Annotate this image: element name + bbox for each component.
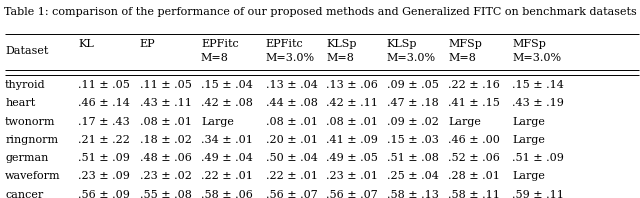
Text: .17 ± .43: .17 ± .43 (78, 117, 130, 127)
Text: EPFitc: EPFitc (266, 39, 303, 49)
Text: Table 1: comparison of the performance of our proposed methods and Generalized F: Table 1: comparison of the performance o… (4, 7, 636, 17)
Text: .08 ± .01: .08 ± .01 (326, 117, 378, 127)
Text: .21 ± .22: .21 ± .22 (78, 135, 130, 145)
Text: .42 ± .11: .42 ± .11 (326, 98, 378, 109)
Text: .51 ± .08: .51 ± .08 (387, 153, 438, 163)
Text: .23 ± .01: .23 ± .01 (326, 171, 378, 181)
Text: .47 ± .18: .47 ± .18 (387, 98, 438, 109)
Text: Large: Large (201, 117, 234, 127)
Text: .43 ± .11: .43 ± .11 (140, 98, 191, 109)
Text: .08 ± .01: .08 ± .01 (266, 117, 317, 127)
Text: M=8: M=8 (448, 53, 476, 63)
Text: .56 ± .07: .56 ± .07 (266, 189, 317, 198)
Text: KL: KL (78, 39, 94, 49)
Text: .48 ± .06: .48 ± .06 (140, 153, 191, 163)
Text: .58 ± .13: .58 ± .13 (387, 189, 438, 198)
Text: .56 ± .07: .56 ± .07 (326, 189, 378, 198)
Text: .11 ± .05: .11 ± .05 (78, 80, 130, 90)
Text: .08 ± .01: .08 ± .01 (140, 117, 191, 127)
Text: EP: EP (140, 39, 155, 49)
Text: .44 ± .08: .44 ± .08 (266, 98, 317, 109)
Text: .51 ± .09: .51 ± .09 (512, 153, 564, 163)
Text: .41 ± .15: .41 ± .15 (448, 98, 500, 109)
Text: .28 ± .01: .28 ± .01 (448, 171, 500, 181)
Text: M=3.0%: M=3.0% (266, 53, 315, 63)
Text: MFSp: MFSp (448, 39, 482, 49)
Text: KLSp: KLSp (326, 39, 357, 49)
Text: .49 ± .05: .49 ± .05 (326, 153, 378, 163)
Text: german: german (5, 153, 49, 163)
Text: M=8: M=8 (201, 53, 229, 63)
Text: heart: heart (5, 98, 35, 109)
Text: .42 ± .08: .42 ± .08 (201, 98, 253, 109)
Text: .11 ± .05: .11 ± .05 (140, 80, 191, 90)
Text: MFSp: MFSp (512, 39, 546, 49)
Text: .23 ± .02: .23 ± .02 (140, 171, 191, 181)
Text: .46 ± .00: .46 ± .00 (448, 135, 500, 145)
Text: .15 ± .03: .15 ± .03 (387, 135, 438, 145)
Text: ringnorm: ringnorm (5, 135, 58, 145)
Text: .09 ± .05: .09 ± .05 (387, 80, 438, 90)
Text: waveform: waveform (5, 171, 61, 181)
Text: .13 ± .06: .13 ± .06 (326, 80, 378, 90)
Text: .18 ± .02: .18 ± .02 (140, 135, 191, 145)
Text: .55 ± .08: .55 ± .08 (140, 189, 191, 198)
Text: .58 ± .11: .58 ± .11 (448, 189, 500, 198)
Text: EPFitc: EPFitc (201, 39, 239, 49)
Text: M=3.0%: M=3.0% (512, 53, 561, 63)
Text: M=3.0%: M=3.0% (387, 53, 436, 63)
Text: .50 ± .04: .50 ± .04 (266, 153, 317, 163)
Text: .23 ± .09: .23 ± .09 (78, 171, 130, 181)
Text: Large: Large (512, 117, 545, 127)
Text: Large: Large (512, 171, 545, 181)
Text: .22 ± .01: .22 ± .01 (266, 171, 317, 181)
Text: .59 ± .11: .59 ± .11 (512, 189, 564, 198)
Text: Large: Large (512, 135, 545, 145)
Text: .34 ± .01: .34 ± .01 (201, 135, 253, 145)
Text: .43 ± .19: .43 ± .19 (512, 98, 564, 109)
Text: .22 ± .01: .22 ± .01 (201, 171, 253, 181)
Text: KLSp: KLSp (387, 39, 417, 49)
Text: twonorm: twonorm (5, 117, 56, 127)
Text: .51 ± .09: .51 ± .09 (78, 153, 130, 163)
Text: .41 ± .09: .41 ± .09 (326, 135, 378, 145)
Text: .13 ± .04: .13 ± .04 (266, 80, 317, 90)
Text: .56 ± .09: .56 ± .09 (78, 189, 130, 198)
Text: cancer: cancer (5, 189, 44, 198)
Text: thyroid: thyroid (5, 80, 45, 90)
Text: .58 ± .06: .58 ± .06 (201, 189, 253, 198)
Text: .22 ± .16: .22 ± .16 (448, 80, 500, 90)
Text: .15 ± .04: .15 ± .04 (201, 80, 253, 90)
Text: .52 ± .06: .52 ± .06 (448, 153, 500, 163)
Text: .25 ± .04: .25 ± .04 (387, 171, 438, 181)
Text: .09 ± .02: .09 ± .02 (387, 117, 438, 127)
Text: .20 ± .01: .20 ± .01 (266, 135, 317, 145)
Text: .49 ± .04: .49 ± .04 (201, 153, 253, 163)
Text: .46 ± .14: .46 ± .14 (78, 98, 130, 109)
Text: .15 ± .14: .15 ± .14 (512, 80, 564, 90)
Text: M=8: M=8 (326, 53, 355, 63)
Text: Large: Large (448, 117, 481, 127)
Text: Dataset: Dataset (5, 46, 49, 56)
